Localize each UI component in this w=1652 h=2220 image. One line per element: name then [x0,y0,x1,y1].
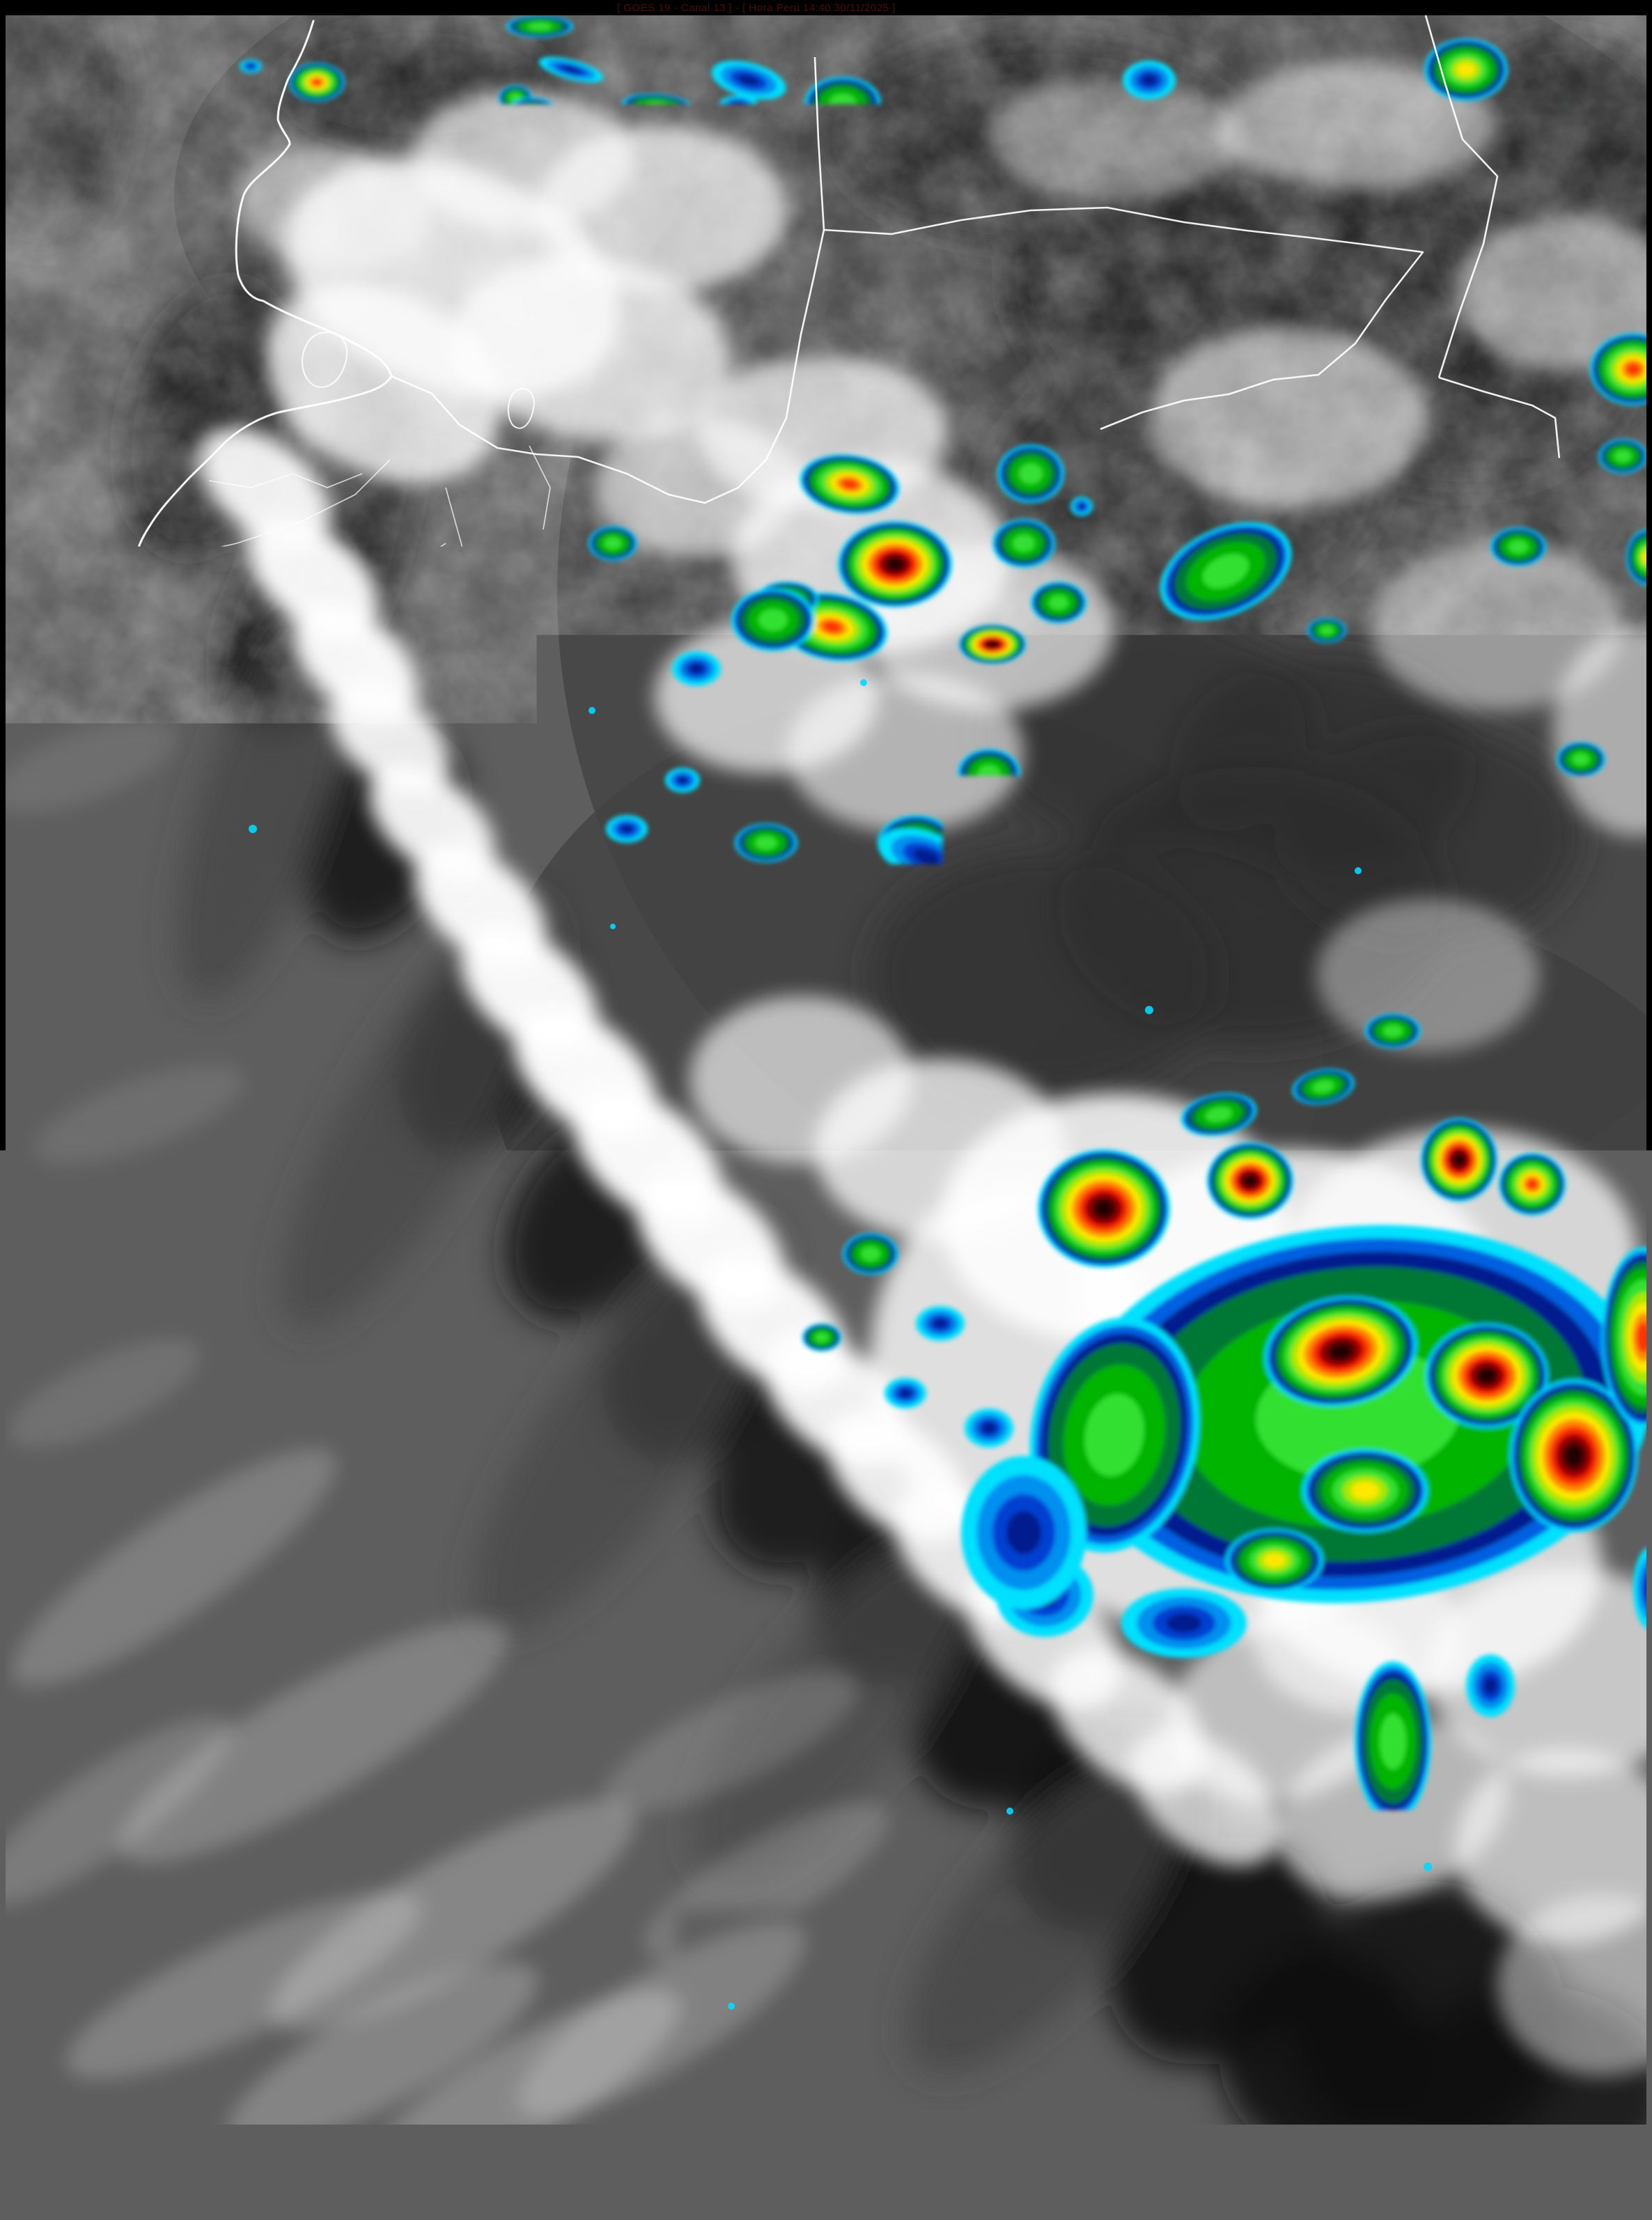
colorbar-tick-label: −20 [788,2180,804,2191]
colorbar-tick-label: −30 [695,2180,712,2191]
satellite-image-window: [ GOES 19 - Canal 13 ] - [ Hora Perú 14:… [0,0,1652,2220]
colorbar-tick-label: −90 [120,2180,137,2191]
header-title: [ GOES 19 - Canal 13 ] - [ Hora Perú 14:… [617,2,896,14]
map-area [0,0,1652,2220]
colorbar-tick-label: −70 [305,2180,322,2191]
colorbar-tick-label: −80 [213,2180,230,2191]
colorbar-title: Temperatura de brillo (°C) [731,2203,899,2219]
goes-ir-satellite-map: [ GOES 19 - Canal 13 ] - [ Hora Perú 14:… [0,0,1652,2220]
colorbar-tick-label: −60 [398,2180,414,2191]
sensor-grain-overlay [6,15,1646,2125]
colorbar-gradient-bar [2,2144,1650,2175]
colorbar-tick-label: −10 [880,2180,897,2191]
colorbar-tick-label: −40 [584,2180,600,2191]
colorbar-tick-label: −50 [490,2180,507,2191]
